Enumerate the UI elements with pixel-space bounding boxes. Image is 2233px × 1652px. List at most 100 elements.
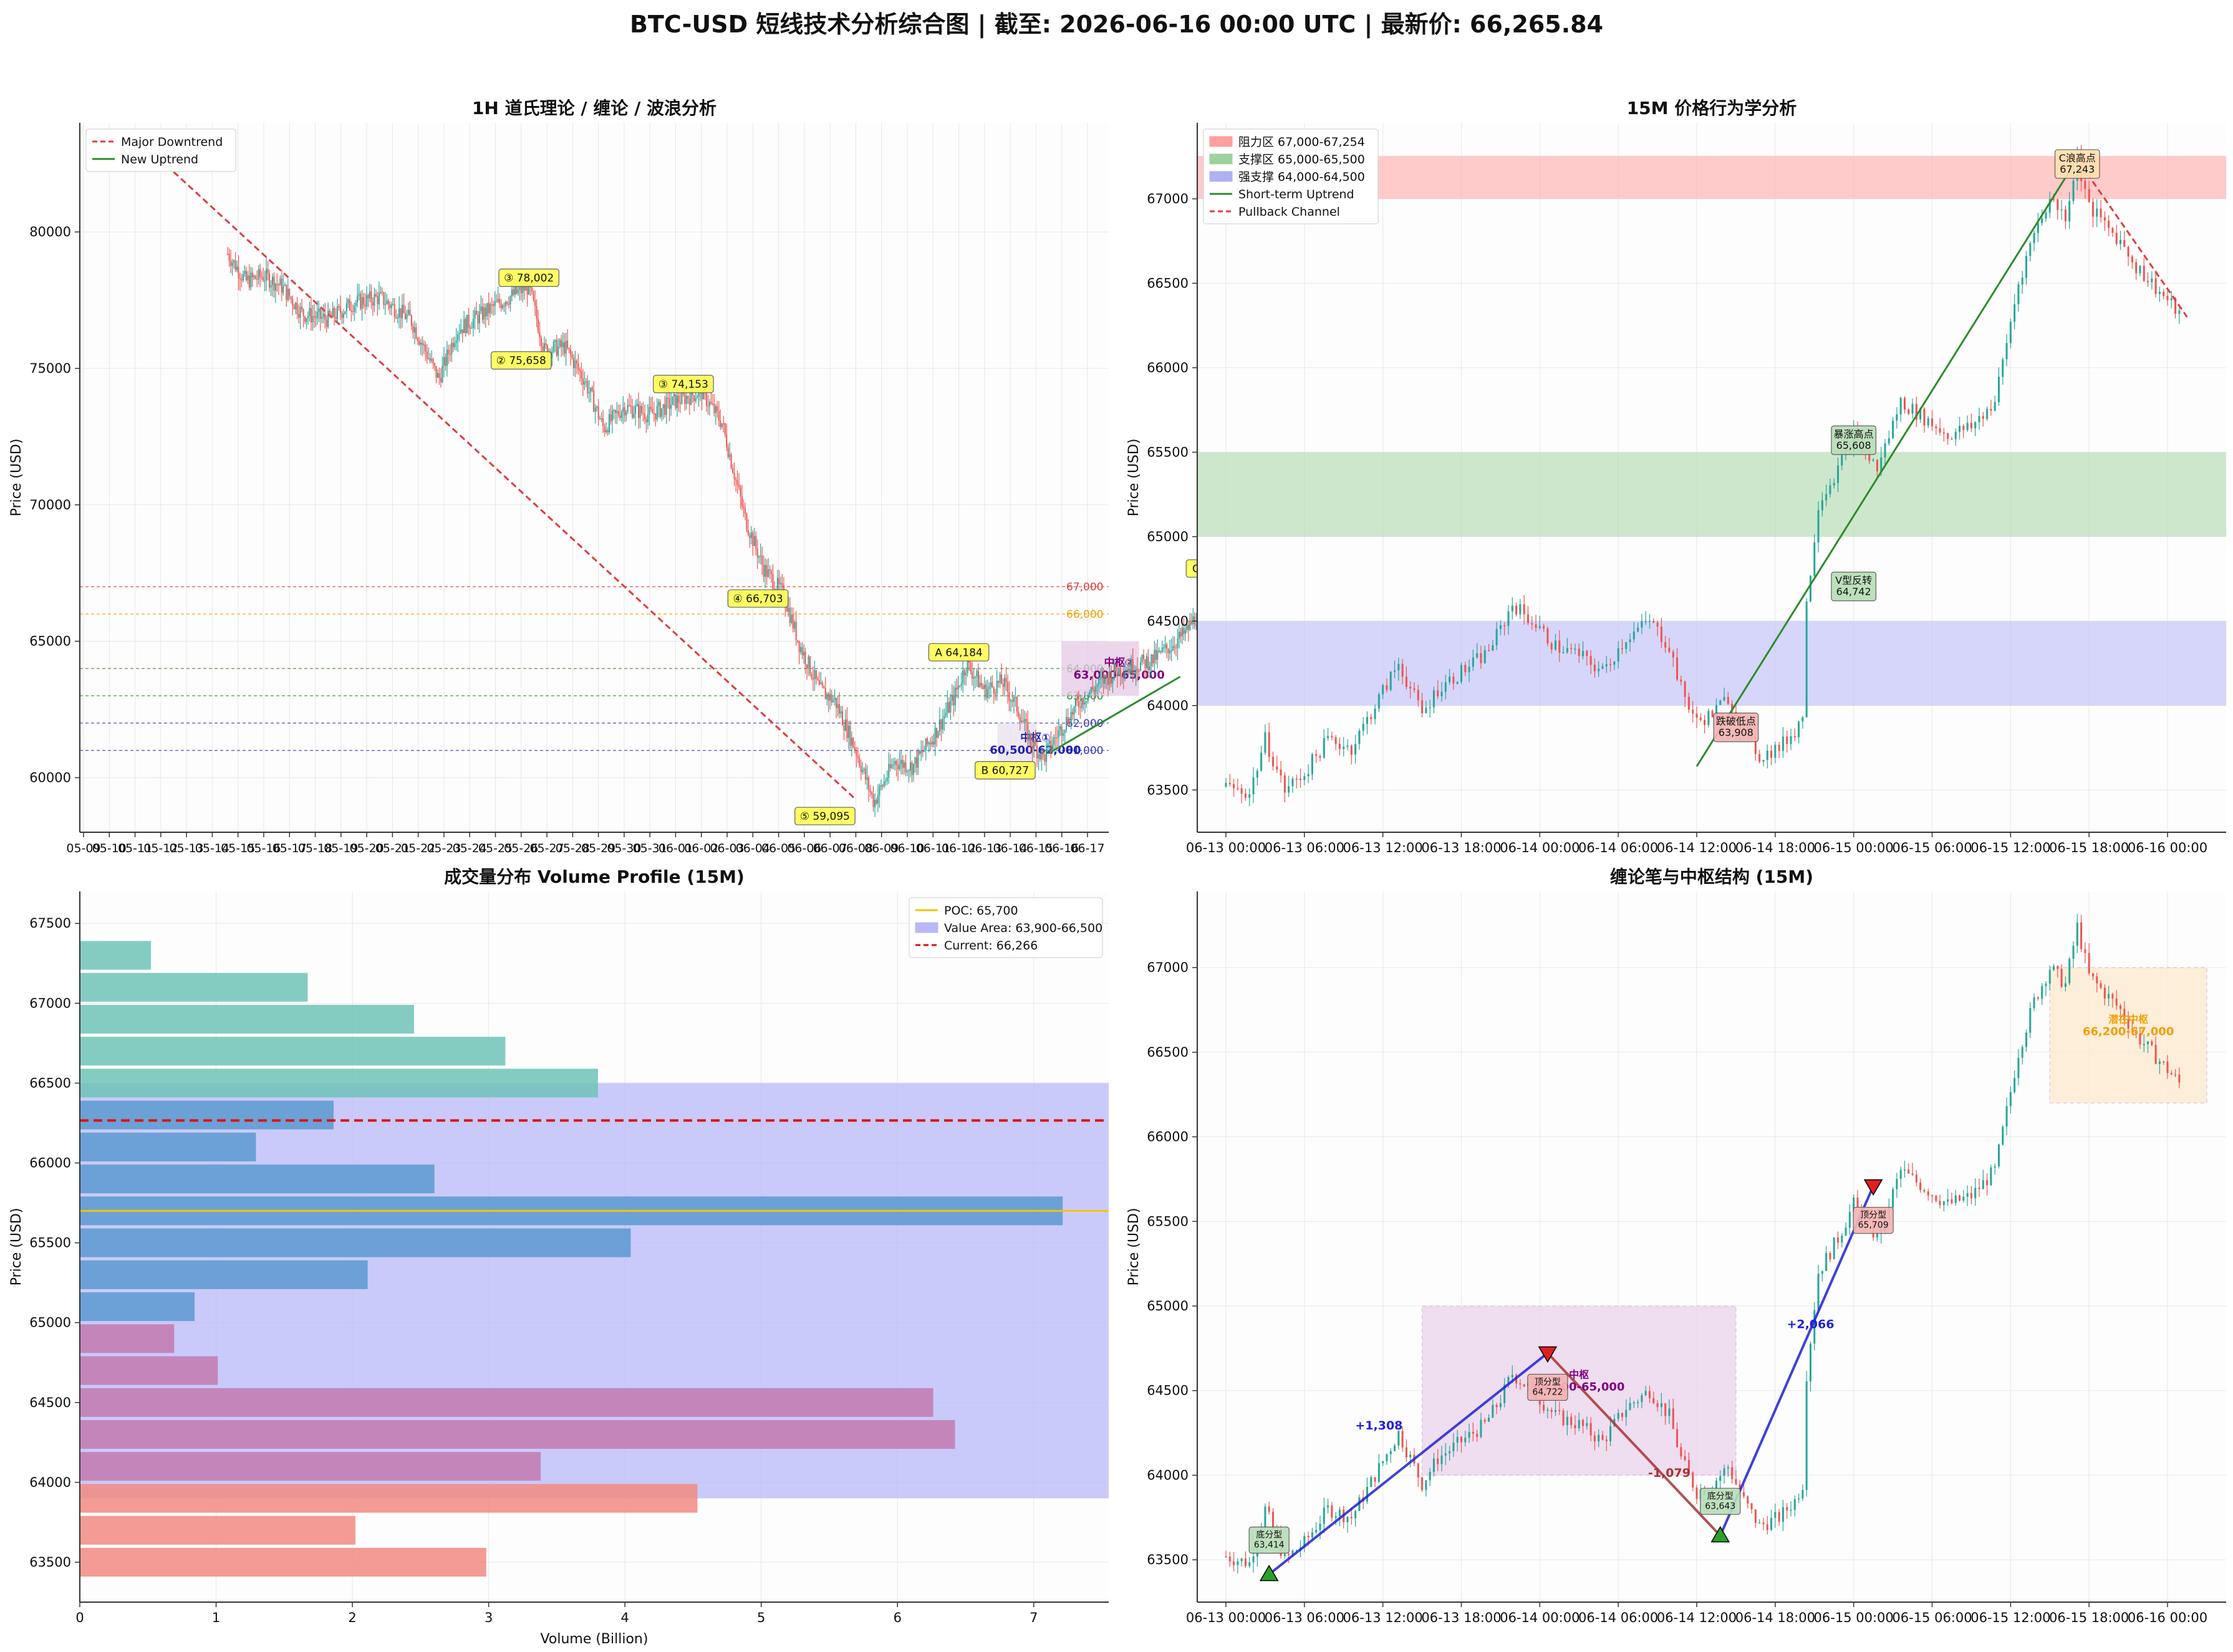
x-tick-label: 05-14 (195, 842, 229, 855)
candle-body (1841, 455, 1843, 466)
candle-body (1421, 700, 1424, 714)
annotation-text: 顶分型 (1535, 1377, 1561, 1387)
candle-body (939, 719, 941, 732)
candle-body (624, 407, 625, 416)
candle-body (1939, 428, 1941, 433)
candle-body (2154, 1045, 2157, 1064)
candle-body (1075, 698, 1077, 707)
candle-body (259, 269, 261, 277)
candle-body (744, 508, 746, 514)
level-label: 61,000 (1066, 745, 1103, 757)
candle-body (381, 291, 383, 293)
candle-body (1042, 750, 1044, 755)
candle-body (1099, 678, 1101, 680)
candle-body (1409, 1454, 1412, 1458)
candle-body (2100, 983, 2102, 988)
candle-body (877, 795, 879, 804)
candle-body (481, 306, 483, 320)
candle-body (1102, 676, 1104, 684)
candle-body (1641, 621, 1643, 628)
candle-body (2048, 969, 2051, 984)
candle-body (820, 683, 822, 684)
x-tick-label: 06-02 (684, 842, 718, 855)
candle-body (815, 670, 817, 679)
candle-body (761, 555, 763, 565)
candle-body (1872, 459, 1874, 461)
candle-body (2147, 1041, 2149, 1045)
x-tick-label: 06-10 (890, 842, 924, 855)
candle-body (619, 415, 621, 418)
candle-body (420, 342, 422, 345)
candle-body (536, 305, 538, 319)
candle-body (874, 800, 876, 807)
candle-body (432, 358, 434, 363)
candle-body (405, 313, 407, 319)
volume-bar (79, 941, 152, 970)
candle-body (2170, 298, 2173, 300)
candle-body (434, 363, 436, 367)
candle-body (945, 713, 947, 716)
candle-body (1974, 1188, 1977, 1199)
candle-body (840, 711, 842, 714)
candle-body (452, 342, 454, 348)
candle-body (1515, 605, 1518, 615)
candle-body (1680, 680, 1682, 682)
candle-body (1122, 676, 1124, 678)
candle-body (629, 405, 630, 406)
x-tick-label: 06-13 (967, 842, 1001, 855)
candle-body (672, 396, 673, 405)
candle-body (298, 314, 300, 318)
candle-body (1187, 625, 1189, 630)
candle-body (1350, 745, 1353, 755)
candle-body (2131, 256, 2133, 262)
candle-body (797, 640, 799, 641)
candle-body (965, 673, 967, 676)
candle-body (1010, 700, 1011, 702)
candle-body (1676, 1429, 1679, 1448)
candle-body (924, 750, 925, 752)
candle-body (942, 719, 943, 730)
candle-body (1699, 718, 1702, 721)
candle-body (1374, 708, 1376, 719)
candle-body (287, 289, 289, 300)
panel-p1: 60000 65000 70000 75000 80000 Price (USD) 05-0… (9, 98, 1247, 855)
candle-body (1476, 653, 1478, 658)
candle-body (468, 314, 470, 328)
candle-body (568, 347, 570, 350)
candle-body (2021, 277, 2023, 285)
candle-body (1382, 685, 1384, 694)
candle-body (743, 506, 745, 509)
candle-body (894, 761, 896, 765)
candle-body (1676, 657, 1679, 680)
candle-body (791, 614, 793, 623)
candle-body (1731, 704, 1734, 713)
volume-bar (79, 1069, 598, 1098)
candle-body (872, 794, 874, 807)
candle-body (2103, 987, 2106, 999)
x-tick-label: 0 (75, 1610, 84, 1625)
candle-body (1121, 676, 1123, 677)
candle-body (2100, 208, 2102, 218)
candle-body (1429, 1472, 1431, 1481)
candle-body (1311, 1532, 1313, 1538)
candle-body (821, 683, 823, 686)
candle-body (1535, 624, 1537, 628)
y-tick-label: 65000 (29, 634, 71, 649)
candle-body (253, 276, 255, 277)
candle-body (497, 299, 499, 302)
candle-body (562, 342, 564, 347)
candle-body (2064, 209, 2067, 222)
candle-body (1633, 1402, 1635, 1404)
candle-body (1007, 681, 1009, 693)
candle-body (465, 319, 466, 334)
candle-body (2115, 998, 2118, 1006)
annotation-text: 65,608 (1836, 439, 1871, 451)
candle-body (851, 737, 852, 746)
candle-body (1817, 510, 1820, 543)
candle-body (1295, 1550, 1298, 1552)
candle-body (792, 614, 794, 629)
candle-body (1574, 648, 1576, 650)
candle-body (409, 310, 411, 316)
y-tick-label: 66000 (1147, 1130, 1189, 1145)
candle-body (786, 607, 788, 612)
